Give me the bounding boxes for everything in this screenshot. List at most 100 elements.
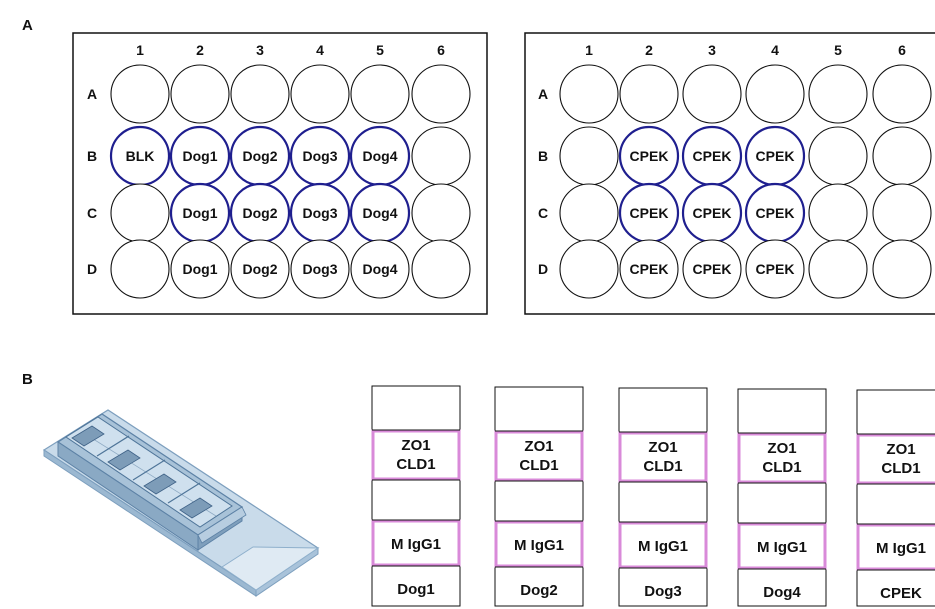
well <box>290 64 350 124</box>
column-label: 1 <box>585 42 593 58</box>
well-label: Dog3 <box>303 148 338 164</box>
well <box>411 183 471 243</box>
stain-box-top <box>494 430 584 482</box>
well-label: CPEK <box>630 148 669 164</box>
well-circle <box>872 64 932 124</box>
column-label: 3 <box>256 42 264 58</box>
strip-outline <box>737 388 827 607</box>
well: Dog4 <box>350 239 410 299</box>
well-circle <box>350 239 410 299</box>
sample-label: Dog1 <box>397 581 435 598</box>
strip-outline <box>618 387 708 607</box>
well <box>559 64 619 124</box>
well-circle <box>808 126 868 186</box>
well-circle <box>745 239 805 299</box>
well-circle <box>808 239 868 299</box>
isotype-label: M IgG1 <box>757 539 807 556</box>
well-label: Dog3 <box>303 205 338 221</box>
stain-label: CLD1 <box>881 460 920 477</box>
well-circle <box>808 183 868 243</box>
row-label: A <box>538 86 548 102</box>
well-circle <box>872 183 932 243</box>
well <box>808 183 868 243</box>
well-label: Dog1 <box>183 261 218 277</box>
well: CPEK <box>618 125 680 187</box>
well <box>110 64 170 124</box>
strip-dog1: ZO1 CLD1 M IgG1 Dog1 <box>371 385 461 607</box>
column-label: 5 <box>834 42 842 58</box>
plate-frame <box>524 32 935 315</box>
well-circle <box>682 239 742 299</box>
well: Dog4 <box>349 125 411 187</box>
well-label: Dog2 <box>243 261 278 277</box>
well <box>559 239 619 299</box>
well-circle <box>559 64 619 124</box>
isotype-label: M IgG1 <box>876 540 926 557</box>
well-circle <box>230 64 290 124</box>
well-circle <box>411 126 471 186</box>
well: Dog3 <box>289 125 351 187</box>
well-label: BLK <box>126 148 155 164</box>
well-plate-2: 1 2 3 4 5 6 A B CPEK CPEK CPEK C CPEK CPEK CPEK D CPEK CP… <box>524 32 935 315</box>
well-circle <box>411 183 471 243</box>
strip-dog4: ZO1 CLD1 M IgG1 Dog4 <box>737 388 827 607</box>
sample-label: Dog3 <box>644 583 682 600</box>
well-circle <box>559 239 619 299</box>
well-circle <box>290 64 350 124</box>
well: Dog2 <box>230 239 290 299</box>
panel-b-label: B <box>22 371 33 388</box>
well-circle <box>682 64 742 124</box>
well: CPEK <box>745 239 805 299</box>
column-label: 2 <box>196 42 204 58</box>
well <box>619 64 679 124</box>
well <box>170 64 230 124</box>
strip-dog3: ZO1 CLD1 M IgG1 Dog3 <box>618 387 708 607</box>
stain-label: ZO1 <box>401 437 430 454</box>
chamber-slide-illustration <box>42 409 320 597</box>
well-circle <box>872 239 932 299</box>
row-label: C <box>87 205 97 221</box>
well-label: CPEK <box>756 205 795 221</box>
well <box>872 126 932 186</box>
well: CPEK <box>744 125 806 187</box>
well: CPEK <box>681 182 743 244</box>
well-label: Dog1 <box>183 205 218 221</box>
well: CPEK <box>619 239 679 299</box>
well <box>808 126 868 186</box>
stain-label: ZO1 <box>648 439 677 456</box>
well-plate-1: 1 2 3 4 5 6 A B BLK Dog1 Dog2 Dog3 Dog4 C Dog1 Dog2 Dog3… <box>72 32 488 315</box>
column-label: 6 <box>437 42 445 58</box>
row-label: A <box>87 86 97 102</box>
stain-box-top <box>856 433 935 485</box>
sample-label: CPEK <box>880 585 922 602</box>
well-label: Dog4 <box>363 261 398 277</box>
column-label: 4 <box>771 42 779 58</box>
well: Dog1 <box>169 182 231 244</box>
well <box>350 64 410 124</box>
well-plates: 1 2 3 4 5 6 A B BLK Dog1 Dog2 Dog3 Dog4 C Dog1 Dog2 Dog3… <box>72 32 935 315</box>
well-label: CPEK <box>693 148 732 164</box>
well-circle <box>619 64 679 124</box>
stain-label: CLD1 <box>643 458 682 475</box>
well: Dog3 <box>290 239 350 299</box>
well-circle <box>350 64 410 124</box>
well-label: CPEK <box>630 261 669 277</box>
well-circle <box>411 64 471 124</box>
sample-label: Dog4 <box>763 584 801 601</box>
well: BLK <box>109 125 171 187</box>
well <box>872 64 932 124</box>
strip-outline <box>856 389 935 607</box>
well: CPEK <box>618 182 680 244</box>
well-circle <box>411 239 471 299</box>
well-label: Dog2 <box>243 205 278 221</box>
well-label: Dog2 <box>243 148 278 164</box>
row-label: B <box>87 148 97 164</box>
stain-box-top <box>618 431 708 483</box>
well: CPEK <box>681 125 743 187</box>
well-label: Dog4 <box>363 148 398 164</box>
row-label: D <box>538 261 548 277</box>
well <box>808 239 868 299</box>
well <box>808 64 868 124</box>
well: Dog4 <box>349 182 411 244</box>
